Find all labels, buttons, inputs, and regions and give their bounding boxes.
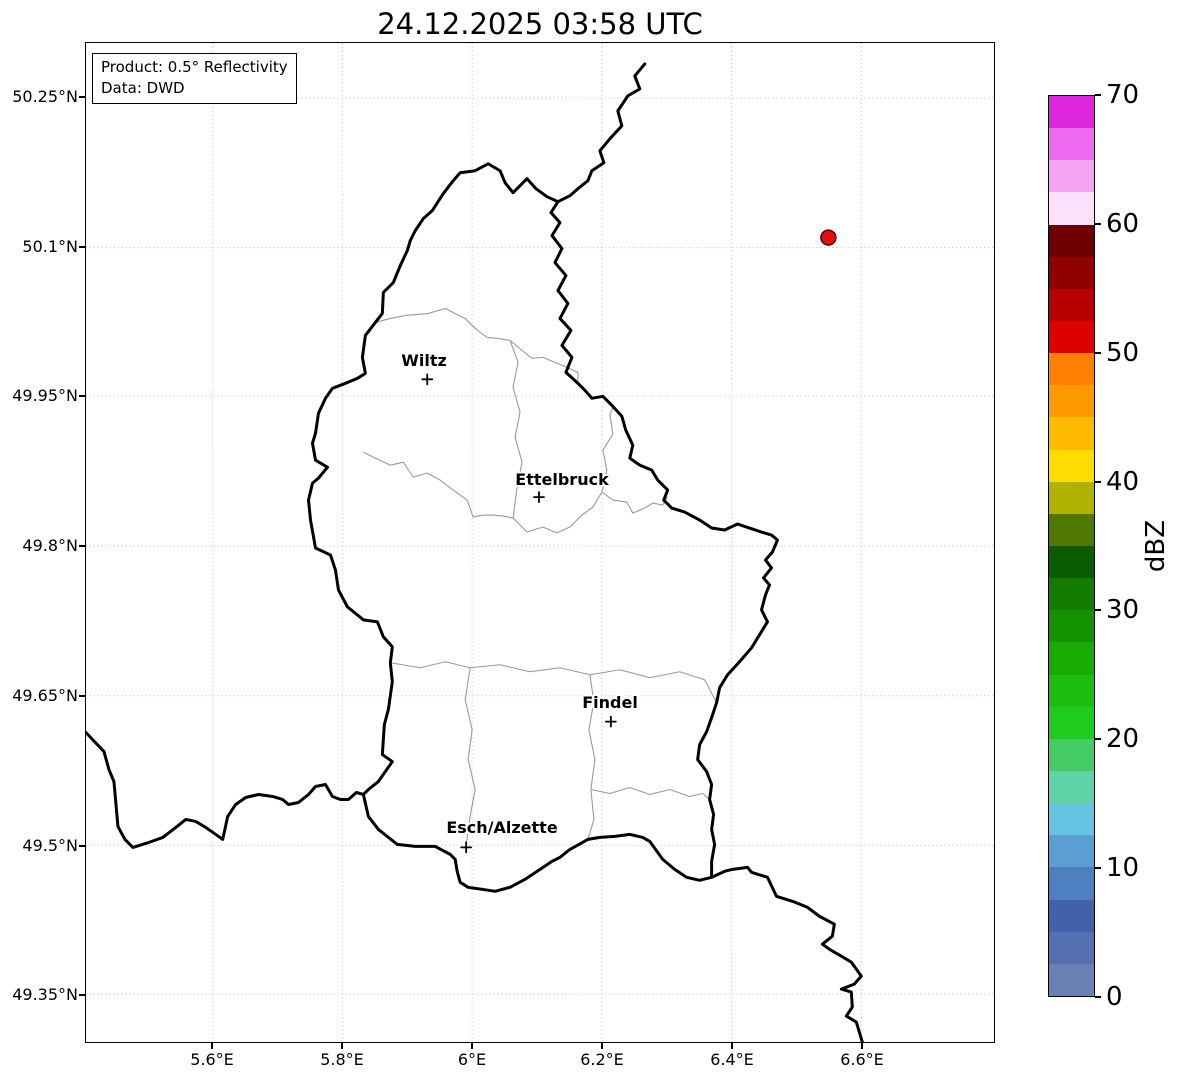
y-tick-label: 49.95°N	[12, 386, 78, 405]
colorbar-band	[1049, 128, 1094, 161]
x-tick-label: 6.4°E	[710, 1050, 754, 1069]
y-tick-label: 50.25°N	[12, 87, 78, 106]
colorbar-band	[1049, 321, 1094, 354]
colorbar-tick-label: 60	[1106, 208, 1140, 239]
colorbar-tick-label: 10	[1106, 853, 1140, 884]
colorbar-tick	[1095, 738, 1101, 741]
x-axis-tick	[861, 1043, 863, 1049]
colorbar-tick-label: 0	[1106, 982, 1123, 1012]
colorbar	[1048, 95, 1095, 997]
product-info-box: Product: 0.5° Reflectivity Data: DWD	[92, 53, 297, 104]
colorbar-tick	[1095, 867, 1101, 870]
national-borders	[86, 62, 864, 1042]
y-tick-label: 49.65°N	[12, 686, 78, 705]
colorbar-band	[1049, 578, 1094, 611]
y-axis-tick	[79, 395, 85, 397]
luxembourg-border	[307, 162, 779, 893]
city-label-findel: Findel	[582, 693, 638, 712]
colorbar-tick	[1095, 351, 1101, 354]
x-axis-tick	[731, 1043, 733, 1049]
y-axis-tick	[79, 845, 85, 847]
x-axis-tick	[471, 1043, 473, 1049]
map-plot-area	[85, 42, 995, 1043]
y-axis-tick	[79, 545, 85, 547]
colorbar-tick-label: 20	[1106, 724, 1140, 755]
colorbar-tick-label: 30	[1106, 595, 1140, 626]
colorbar-tick	[1095, 609, 1101, 612]
colorbar-band	[1049, 224, 1094, 257]
y-tick-label: 50.1°N	[22, 237, 78, 256]
city-marker-esch	[460, 841, 473, 854]
colorbar-band	[1049, 931, 1094, 964]
city-marker-findel	[604, 715, 617, 728]
colorbar-band	[1049, 546, 1094, 579]
radar-echo-dot	[820, 229, 837, 246]
data-source-line: Data: DWD	[101, 79, 185, 97]
colorbar-tick	[1095, 94, 1101, 96]
city-label-ettelbruck: Ettelbruck	[515, 470, 609, 489]
canton-boundaries	[363, 307, 718, 845]
y-axis-tick	[79, 994, 85, 996]
colorbar-band	[1049, 867, 1094, 900]
colorbar-band	[1049, 256, 1094, 289]
colorbar-tick-label: 40	[1106, 466, 1140, 497]
colorbar-band	[1049, 481, 1094, 514]
product-line: Product: 0.5° Reflectivity	[101, 58, 288, 76]
x-tick-label: 6°E	[457, 1050, 487, 1069]
city-label-wiltz: Wiltz	[401, 351, 447, 370]
colorbar-tick	[1095, 222, 1101, 225]
city-markers	[421, 373, 617, 854]
colorbar-band	[1049, 288, 1094, 322]
colorbar-band	[1049, 192, 1094, 225]
colorbar-band	[1049, 513, 1094, 547]
x-axis-tick	[601, 1043, 603, 1049]
france-belgium-border	[86, 731, 365, 849]
colorbar-band	[1049, 706, 1094, 739]
colorbar-band	[1049, 449, 1094, 482]
y-axis-tick	[79, 96, 85, 98]
colorbar-band	[1049, 642, 1094, 675]
y-axis-tick	[79, 695, 85, 697]
colorbar-band	[1049, 771, 1094, 804]
colorbar-tick	[1095, 996, 1101, 998]
colorbar-band	[1049, 963, 1094, 996]
colorbar-band	[1049, 803, 1094, 836]
graticule-gridlines	[86, 43, 994, 1042]
colorbar-band	[1049, 96, 1094, 129]
belgium-germany-border	[556, 62, 647, 204]
x-axis-tick	[341, 1043, 343, 1049]
colorbar-unit-label: dBZ	[1141, 519, 1171, 573]
colorbar-band	[1049, 417, 1094, 450]
y-tick-label: 49.35°N	[12, 985, 78, 1004]
colorbar-tick	[1095, 480, 1101, 483]
y-axis-tick	[79, 246, 85, 248]
colorbar-band	[1049, 353, 1094, 386]
city-marker-ettelbruck	[533, 491, 545, 503]
city-marker-wiltz	[421, 373, 434, 386]
figure-title: 24.12.2025 03:58 UTC	[377, 7, 703, 41]
colorbar-band	[1049, 899, 1094, 932]
x-tick-label: 6.6°E	[840, 1050, 884, 1069]
city-label-esch: Esch/Alzette	[446, 818, 558, 837]
colorbar-band	[1049, 738, 1094, 772]
colorbar-tick-label: 50	[1106, 337, 1140, 368]
colorbar-band	[1049, 160, 1094, 193]
colorbar-band	[1049, 385, 1094, 418]
colorbar-band	[1049, 674, 1094, 707]
colorbar-tick-label: 70	[1106, 80, 1140, 110]
x-tick-label: 5.8°E	[320, 1050, 364, 1069]
y-tick-label: 49.5°N	[22, 836, 78, 855]
y-tick-label: 49.8°N	[22, 536, 78, 555]
france-germany-border	[710, 865, 864, 1042]
x-tick-label: 5.6°E	[190, 1050, 234, 1069]
colorbar-band	[1049, 835, 1094, 868]
x-tick-label: 6.2°E	[580, 1050, 624, 1069]
colorbar-band	[1049, 610, 1094, 643]
x-axis-tick	[211, 1043, 213, 1049]
map-canvas	[86, 43, 994, 1042]
